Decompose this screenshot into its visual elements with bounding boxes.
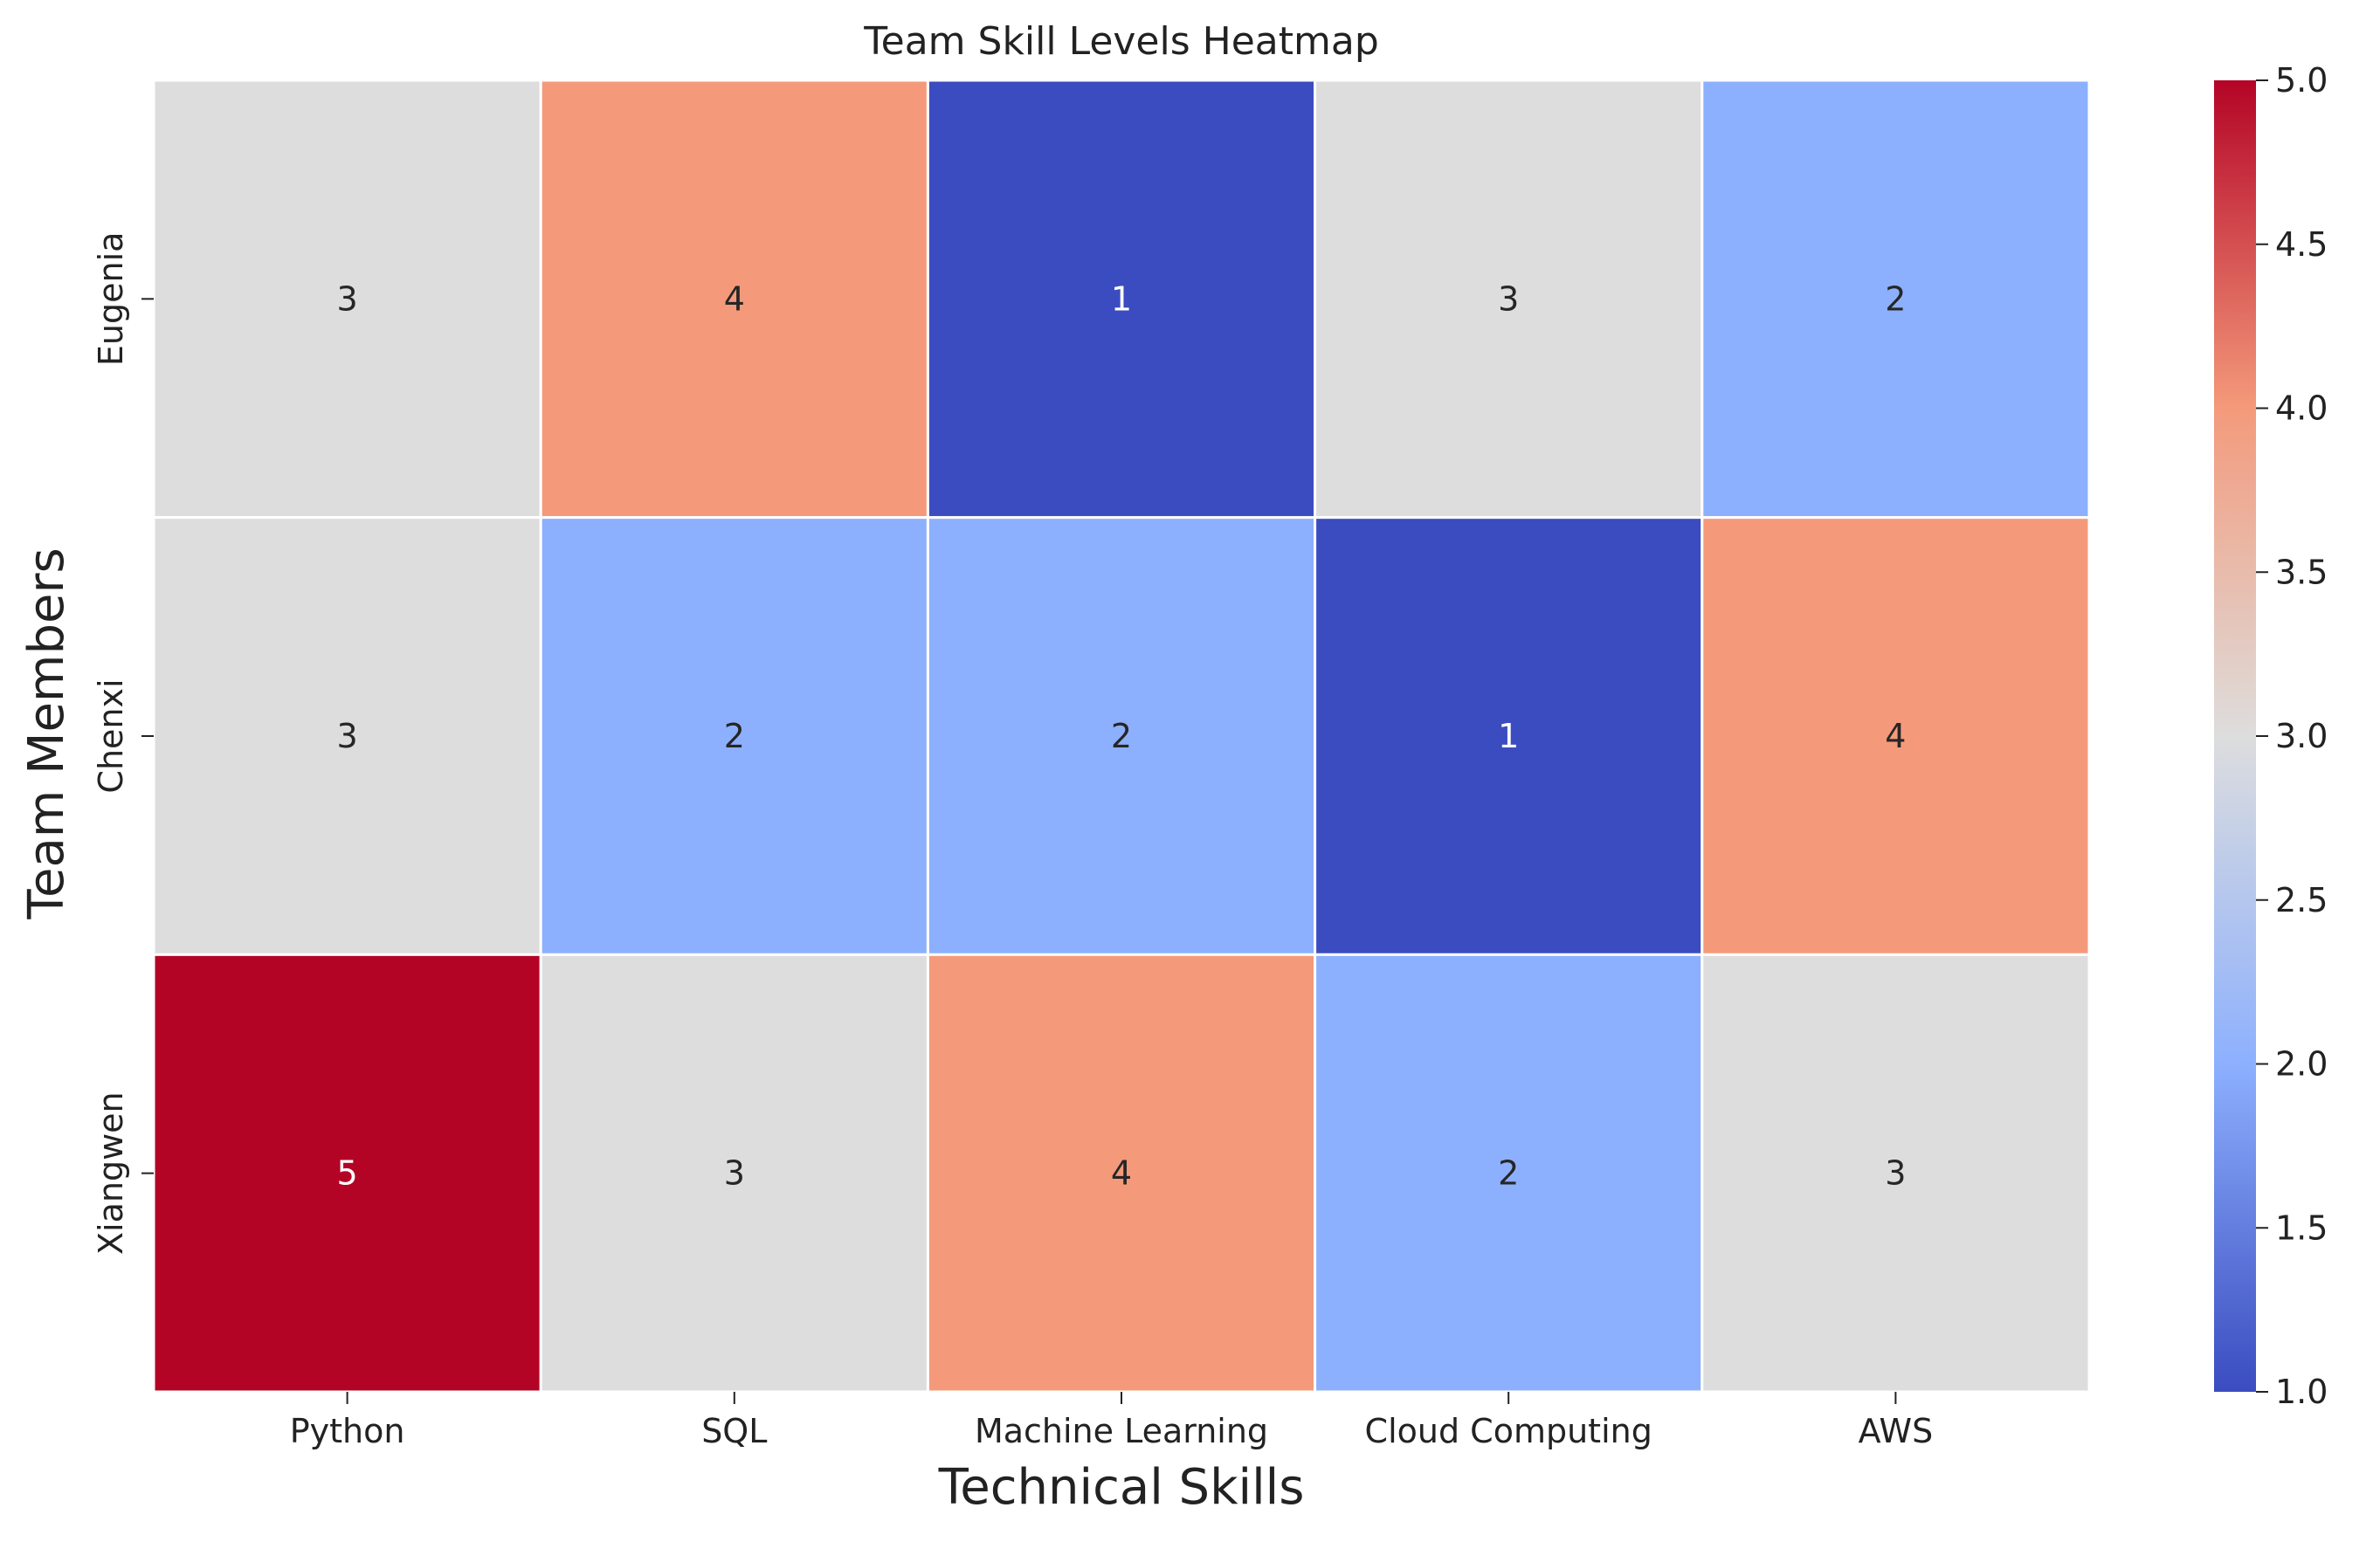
- y-axis: Eugenia Chenxi Xiangwen: [92, 232, 154, 1255]
- heatmap-cell: [926, 79, 1317, 520]
- heatmap-cell: [539, 516, 929, 956]
- heatmap-cell: [1700, 79, 2091, 520]
- colorbar-tick-label: 3.5: [2275, 553, 2328, 591]
- cell-annotation: 3: [724, 1154, 745, 1193]
- colorbar: [2214, 80, 2256, 1392]
- chart-title: Team Skill Levels Heatmap: [863, 19, 1379, 64]
- colorbar-ticks: 1.0 1.5 2.0 2.5 3.0 3.5 4.0 4.5 5.0: [2256, 61, 2328, 1411]
- heatmap-cell: [1700, 516, 2091, 956]
- colorbar-tick-label: 4.0: [2275, 389, 2328, 428]
- x-axis: Python SQL Machine Learning Cloud Computing…: [290, 1392, 1933, 1450]
- colorbar-tick-label: 3.0: [2275, 717, 2328, 755]
- cell-annotation: 2: [1111, 717, 1132, 755]
- heatmap-cell: [1314, 79, 1704, 520]
- heatmap-cell: [539, 79, 929, 520]
- cell-annotation: 2: [1498, 1154, 1519, 1193]
- cell-annotation: 4: [1111, 1154, 1132, 1193]
- heatmap-cells: [152, 79, 2091, 1394]
- cell-annotation: 2: [1885, 279, 1906, 318]
- colorbar-tick-label: 5.0: [2275, 61, 2328, 100]
- y-tick-label: Eugenia: [92, 232, 130, 367]
- x-tick-label: Python: [290, 1412, 405, 1450]
- y-axis-label: Team Members: [18, 547, 75, 919]
- heatmap-cell: [539, 953, 929, 1394]
- y-tick-label: Xiangwen: [92, 1091, 130, 1255]
- colorbar-tick-label: 1.0: [2275, 1373, 2328, 1411]
- cell-annotation: 3: [337, 279, 358, 318]
- cell-annotation: 3: [1498, 279, 1519, 318]
- cell-annotation: 4: [724, 279, 745, 318]
- cell-annotations: 3 4 1 3 2 3 2 2 1 4 5 3 4 2 3: [337, 279, 1907, 1192]
- heatmap-cell: [926, 516, 1317, 956]
- cell-annotation: 2: [724, 717, 745, 755]
- cell-annotation: 1: [1498, 717, 1519, 755]
- x-tick-label: AWS: [1859, 1412, 1934, 1450]
- x-axis-label: Technical Skills: [938, 1459, 1305, 1516]
- x-tick-label: Cloud Computing: [1365, 1412, 1652, 1450]
- y-tick-label: Chenxi: [92, 678, 130, 793]
- cell-annotation: 3: [1885, 1154, 1906, 1193]
- colorbar-tick-label: 2.0: [2275, 1045, 2328, 1084]
- heatmap-cell: [926, 953, 1317, 1394]
- cell-annotation: 5: [337, 1154, 358, 1193]
- heatmap-cell: [1314, 953, 1704, 1394]
- cell-annotation: 1: [1111, 279, 1132, 318]
- x-tick-label: Machine Learning: [975, 1412, 1268, 1450]
- colorbar-tick-label: 2.5: [2275, 881, 2328, 919]
- x-tick-label: SQL: [701, 1412, 767, 1450]
- cell-annotation: 4: [1885, 717, 1906, 755]
- heatmap-cell: [1700, 953, 2091, 1394]
- heatmap-cell: [152, 516, 542, 956]
- heatmap-cell: [152, 79, 542, 520]
- colorbar-tick-label: 4.5: [2275, 225, 2328, 264]
- colorbar-tick-label: 1.5: [2275, 1208, 2328, 1247]
- cell-annotation: 3: [337, 717, 358, 755]
